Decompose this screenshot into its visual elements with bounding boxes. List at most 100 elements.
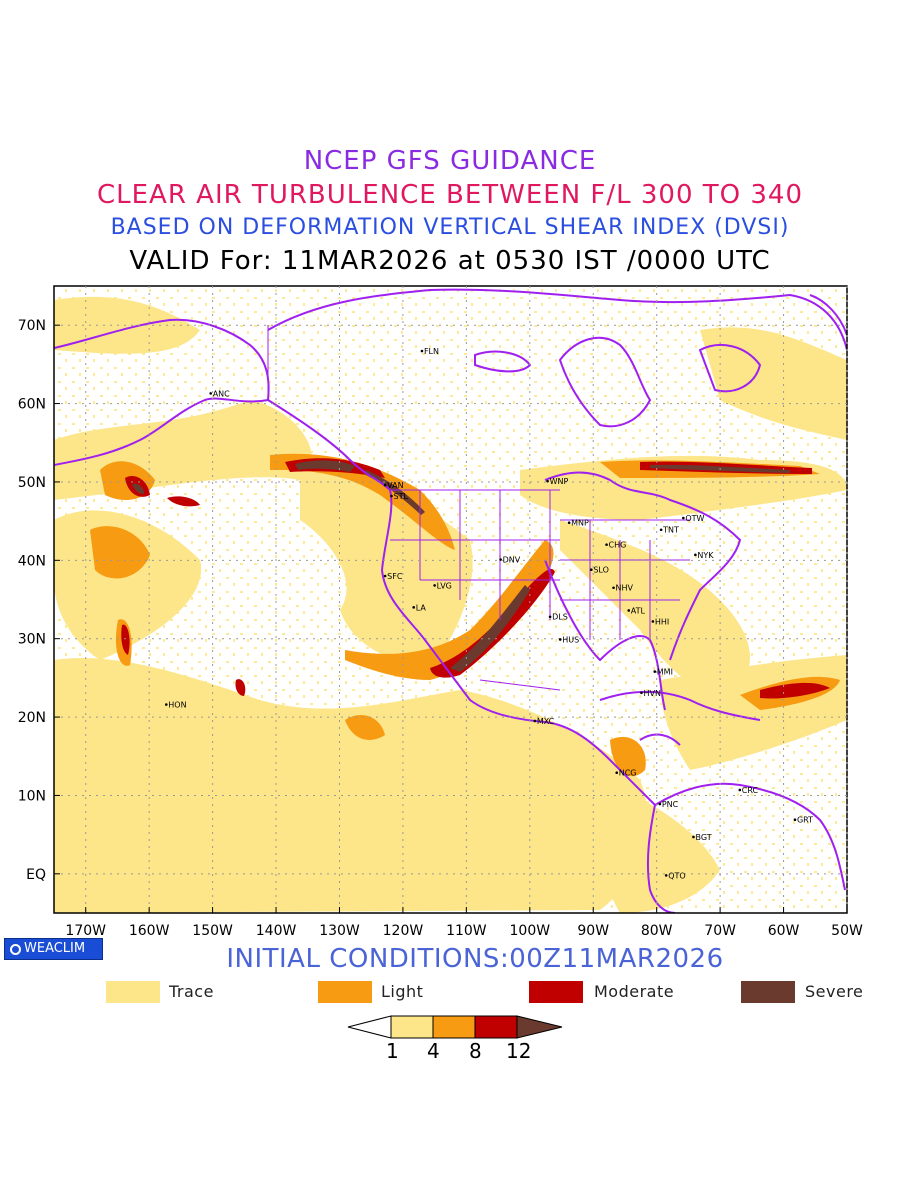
lon-tick-label: 60W: [768, 923, 800, 939]
station-label: PNC: [662, 800, 679, 809]
lat-tick-label: 10N: [18, 788, 46, 804]
station-marker: [793, 818, 797, 822]
badge-label: WEACLIM: [24, 941, 86, 956]
station-marker: [659, 528, 663, 532]
coastlines: [54, 288, 847, 913]
station-marker: [640, 691, 643, 695]
station-label: ANC: [213, 389, 230, 398]
lon-tick-label: 70W: [704, 923, 736, 939]
station-label: STL: [394, 492, 409, 501]
station-marker: [651, 620, 655, 623]
station-marker: [590, 568, 593, 572]
station-labels: FLN ANC VAN STL WNP MNP TNT OTW CHG NYK DNV SFC LVG S…: [164, 347, 813, 880]
station-label: GRT: [797, 816, 813, 825]
lon-tick-label: 100W: [510, 923, 551, 939]
color-scale-bar: [347, 1015, 563, 1039]
legend-label-moderate: Moderate: [594, 982, 675, 1001]
lon-tick-label: 80W: [641, 923, 673, 939]
station-label: HON: [168, 701, 186, 710]
lon-tick-label: 140W: [256, 923, 297, 939]
weaclim-logo-icon: [10, 944, 21, 955]
station-label: HUS: [562, 635, 579, 644]
lat-tick-label: EQ: [26, 867, 46, 883]
lon-tick-label: 170W: [65, 923, 106, 939]
station-label: ATL: [631, 606, 646, 615]
lat-tick-label: 60N: [18, 397, 46, 413]
station-marker: [499, 558, 502, 561]
lon-tick-label: 150W: [192, 923, 233, 939]
station-marker: [692, 835, 695, 839]
station-label: MMI: [657, 668, 673, 677]
station-marker: [658, 802, 662, 806]
weaclim-badge: WEACLIM: [4, 938, 103, 960]
station-label: VAN: [387, 481, 403, 490]
scale-under-arrow: [347, 1015, 392, 1039]
title-valid-time: VALID For: 11MAR2026 at 0530 IST /0000 U…: [129, 246, 771, 276]
station-marker: [653, 670, 657, 673]
lat-tick-label: 20N: [18, 710, 46, 726]
turbulence-field: [54, 286, 847, 913]
station-marker: [383, 574, 387, 578]
scale-segment-light: [432, 1015, 476, 1039]
legend-swatch-trace: [106, 981, 160, 1003]
station-label: CHG: [609, 541, 627, 550]
station-marker: [164, 703, 168, 706]
legend-label-trace: Trace: [169, 982, 214, 1001]
station-marker: [558, 638, 562, 641]
political-boundaries: [267, 325, 690, 691]
station-label: NYK: [697, 551, 714, 560]
station-marker: [209, 392, 212, 395]
station-label: LVG: [437, 581, 452, 590]
scale-label-12: 12: [506, 1039, 532, 1063]
station-label: OTW: [685, 514, 704, 523]
station-marker: [567, 521, 571, 524]
legend-swatch-moderate: [529, 981, 583, 1003]
scale-segment-trace: [390, 1015, 434, 1039]
station-marker: [605, 543, 608, 546]
lat-tick-label: 70N: [18, 318, 46, 334]
title-model: NCEP GFS GUIDANCE: [303, 146, 597, 176]
station-marker: [615, 771, 619, 775]
station-marker: [390, 494, 393, 498]
station-label: QTO: [668, 871, 685, 880]
station-marker: [420, 349, 424, 353]
scale-label-1: 1: [386, 1039, 399, 1063]
station-label: TNT: [662, 526, 679, 535]
scale-label-8: 8: [469, 1039, 482, 1063]
lon-tick-label: 50W: [831, 923, 863, 939]
station-label: SLO: [593, 566, 609, 575]
lon-tick-label: 120W: [383, 923, 424, 939]
title-index: BASED ON DEFORMATION VERTICAL SHEAR INDE…: [110, 215, 790, 240]
station-label: MNP: [571, 519, 589, 528]
lon-tick-label: 110W: [446, 923, 487, 939]
scale-segment-moderate: [474, 1015, 518, 1039]
station-marker: [548, 615, 552, 619]
scale-label-4: 4: [427, 1039, 440, 1063]
station-label: BGT: [695, 833, 711, 842]
title-product: CLEAR AIR TURBULENCE BETWEEN F/L 300 TO …: [96, 180, 804, 210]
station-label: WNP: [550, 477, 569, 486]
axis-ticks: 170W 160W 150W 140W 130W 120W 110W 100W 90W 80W 70…: [18, 318, 863, 939]
legend-label-severe: Severe: [805, 982, 864, 1001]
station-marker: [412, 606, 416, 609]
lat-tick-label: 50N: [18, 475, 46, 491]
station-marker: [383, 483, 387, 487]
map-frame: [53, 285, 848, 914]
station-marker: [664, 874, 668, 877]
legend-label-light: Light: [381, 982, 424, 1001]
station-marker: [546, 479, 549, 483]
lon-tick-label: 90W: [577, 923, 609, 939]
station-label: CRC: [742, 786, 759, 795]
station-marker: [627, 609, 631, 612]
station-label: FLN: [424, 347, 439, 356]
lon-tick-label: 130W: [319, 923, 360, 939]
lat-tick-label: 40N: [18, 553, 46, 569]
scale-over-arrow: [516, 1015, 563, 1039]
lon-tick-label: 160W: [129, 923, 170, 939]
station-label: NCG: [619, 769, 637, 778]
station-label: NHV: [616, 584, 634, 593]
station-label: SFC: [387, 572, 403, 581]
station-marker: [738, 788, 742, 792]
station-label: LA: [416, 603, 427, 612]
